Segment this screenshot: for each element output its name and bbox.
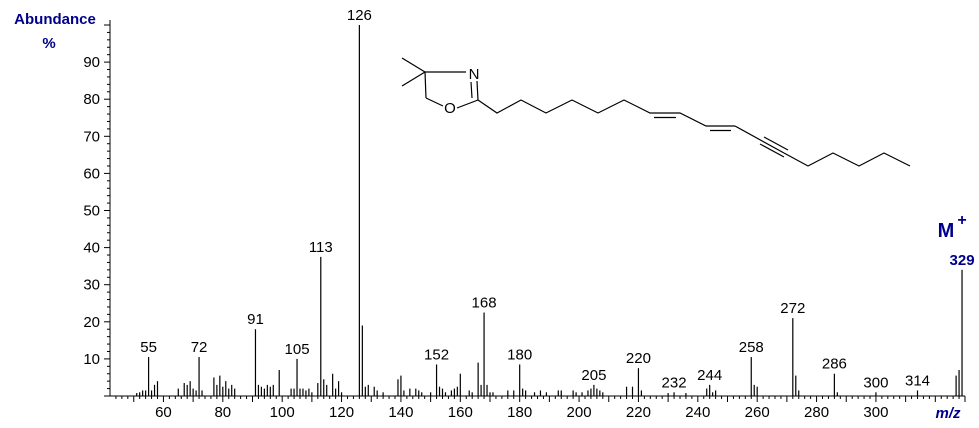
y-axis-title: Abundance: [14, 11, 96, 28]
x-tick-label: 140: [388, 404, 413, 421]
x-tick-label: 240: [685, 404, 710, 421]
x-tick-label: 100: [270, 404, 295, 421]
y-tick-label: 60: [83, 165, 100, 182]
x-axis-title: m/z: [935, 405, 961, 422]
x-tick-label: 220: [626, 404, 651, 421]
y-tick-label: 50: [83, 203, 100, 220]
peak-labels: 55 72 91 105 113 126 152 168 180 205 220 232 244 258 2…: [140, 7, 930, 391]
peak-label: 272: [780, 300, 805, 317]
x-tick-label: 300: [863, 404, 888, 421]
structure-atom-n: N: [469, 66, 480, 83]
y-tick-label: 30: [83, 277, 100, 294]
peak-label: 314: [905, 372, 930, 389]
molecular-ion-label: M: [938, 220, 955, 242]
peak-label: 286: [822, 356, 847, 373]
x-tick-label: 120: [329, 404, 354, 421]
y-tick-label: 40: [83, 240, 100, 257]
x-tick-label: 200: [567, 404, 592, 421]
peak-label: 232: [662, 374, 687, 391]
molecular-ion-mz: 329: [950, 252, 975, 269]
y-tick-label: 10: [83, 351, 100, 368]
y-tick-label: 70: [83, 128, 100, 145]
x-tick-label: 280: [804, 404, 829, 421]
y-tick-labels: 10 20 30 40 50 60 70 80 90: [83, 54, 100, 368]
molecular-ion-marker: M + 329: [938, 212, 975, 269]
y-tick-label: 80: [83, 91, 100, 108]
y-axis-unit: %: [42, 35, 55, 52]
peak-label: 152: [424, 346, 449, 363]
peak-label: 105: [285, 341, 310, 358]
y-tick-label: 20: [83, 314, 100, 331]
peak-label: 258: [739, 339, 764, 356]
peak-label: 205: [581, 367, 606, 384]
peak-label: 300: [863, 374, 888, 391]
peak-label: 113: [309, 239, 333, 256]
x-tick-label: 260: [745, 404, 770, 421]
x-tick-label: 180: [507, 404, 532, 421]
structure-diagram: [401, 57, 911, 167]
peak-label: 168: [472, 295, 497, 312]
peak-label: 180: [507, 346, 532, 363]
x-tick-label: 60: [155, 404, 172, 421]
y-tick-label: 90: [83, 54, 100, 71]
axes: [104, 20, 966, 402]
x-tick-label: 80: [214, 404, 231, 421]
spectrum-peaks: [136, 25, 963, 396]
x-tick-label: 160: [448, 404, 473, 421]
molecular-ion-charge: +: [957, 212, 966, 229]
structure-atom-o: O: [444, 100, 456, 117]
peak-label: 55: [140, 339, 157, 356]
peak-label: 126: [347, 7, 372, 24]
peak-label: 91: [247, 311, 264, 328]
peak-label: 244: [697, 367, 722, 384]
peak-label: 220: [626, 350, 651, 367]
x-tick-labels: 60 80 100 120 140 160 180 200 220 240 260 280 300: [155, 404, 888, 421]
peak-label: 72: [191, 339, 208, 356]
